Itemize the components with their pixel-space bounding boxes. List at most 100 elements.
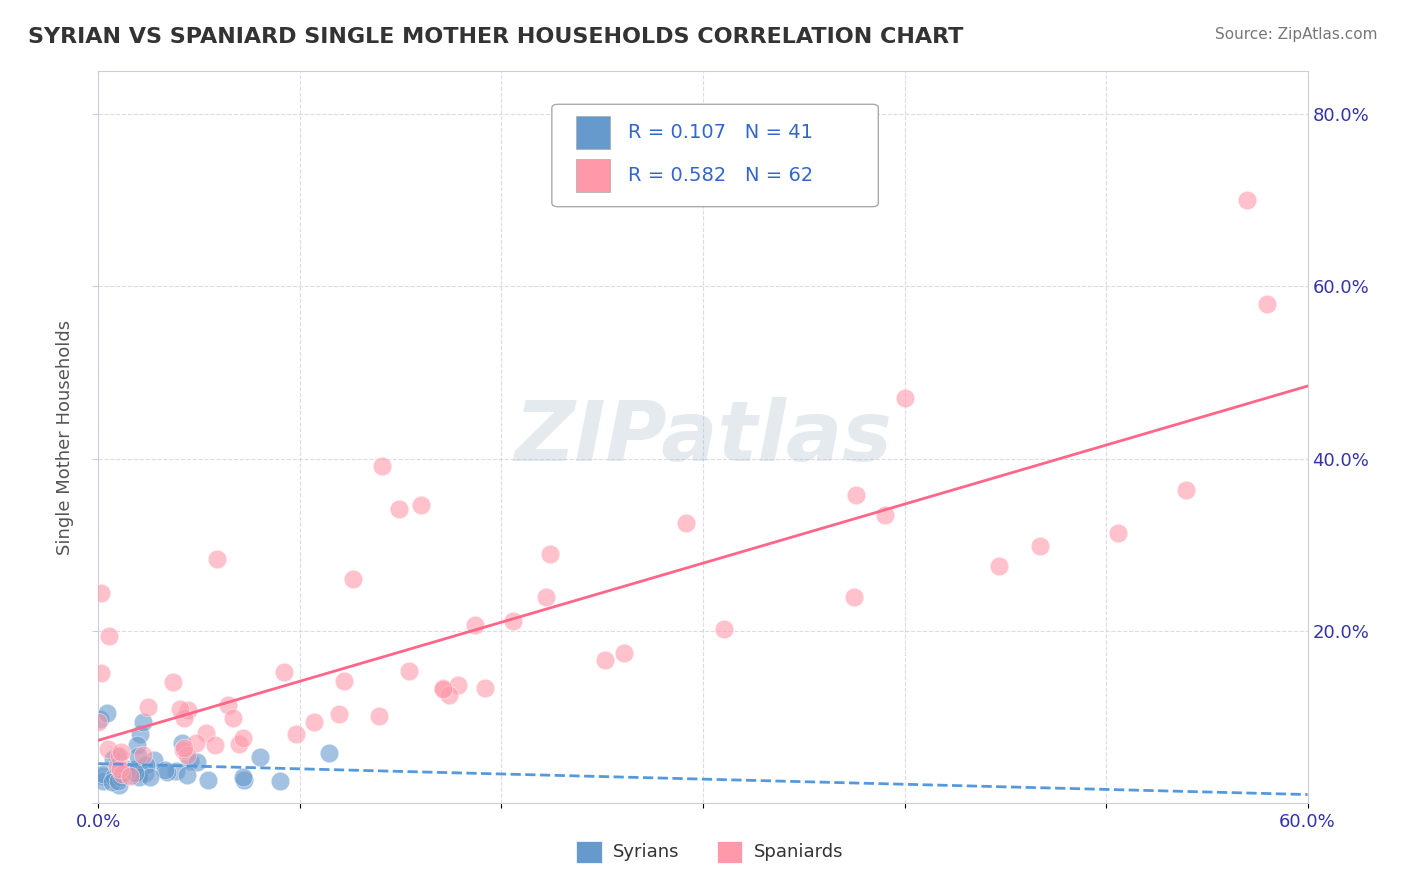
Point (142, 753, 165, 767)
Point (179, 754, 201, 768)
Point (107, 774, 129, 789)
FancyBboxPatch shape (576, 116, 610, 149)
Point (132, 715, 155, 730)
Point (1256, 296, 1278, 310)
Point (1107, 526, 1129, 541)
Point (101, 775, 124, 789)
Point (318, 747, 340, 761)
Text: Syrians: Syrians (613, 843, 679, 861)
Point (156, 765, 179, 780)
Point (169, 702, 191, 716)
Point (91, 774, 114, 789)
Point (128, 770, 150, 784)
Point (107, 748, 129, 763)
Point (91, 767, 114, 781)
Point (474, 681, 496, 695)
Point (228, 737, 250, 751)
Point (96, 706, 118, 721)
Point (593, 653, 616, 667)
Point (186, 736, 208, 750)
Point (129, 765, 152, 780)
Point (103, 770, 125, 784)
Point (165, 764, 187, 778)
Point (502, 615, 524, 629)
Point (204, 738, 226, 752)
Point (893, 392, 915, 406)
Point (101, 752, 124, 766)
Point (139, 770, 162, 784)
FancyBboxPatch shape (576, 160, 610, 193)
Point (613, 646, 636, 660)
Point (105, 749, 128, 764)
Point (432, 681, 454, 696)
Point (875, 508, 897, 522)
Point (115, 764, 138, 778)
Point (534, 590, 557, 604)
Point (333, 673, 356, 688)
Point (302, 714, 325, 729)
Point (125, 738, 148, 752)
Point (186, 755, 208, 769)
Point (108, 762, 131, 776)
Text: R = 0.582   N = 62: R = 0.582 N = 62 (628, 167, 813, 186)
Point (90, 585, 112, 599)
Point (129, 727, 152, 741)
Point (232, 731, 254, 745)
Point (388, 502, 411, 516)
Point (538, 547, 561, 561)
Point (713, 623, 735, 637)
Point (115, 764, 138, 779)
Point (124, 762, 146, 776)
Point (87, 715, 110, 730)
Point (172, 736, 194, 750)
Point (273, 665, 295, 679)
Text: Spaniards: Spaniards (754, 843, 844, 861)
Point (105, 759, 128, 773)
Point (398, 664, 420, 678)
Point (342, 572, 364, 586)
Point (367, 708, 389, 723)
Point (97, 741, 120, 756)
Point (432, 682, 454, 697)
Point (136, 700, 159, 714)
Point (132, 748, 155, 763)
Point (91, 769, 114, 783)
Text: R = 0.107   N = 41: R = 0.107 N = 41 (628, 122, 813, 142)
Point (269, 773, 291, 788)
Point (447, 678, 470, 692)
Point (987, 558, 1010, 573)
Point (134, 766, 156, 780)
Point (89, 712, 111, 726)
Point (162, 675, 184, 690)
Point (177, 703, 200, 717)
Y-axis label: Single Mother Households: Single Mother Households (56, 319, 75, 555)
Text: SYRIAN VS SPANIARD SINGLE MOTHER HOUSEHOLDS CORRELATION CHART: SYRIAN VS SPANIARD SINGLE MOTHER HOUSEHO… (28, 27, 963, 46)
Point (249, 749, 271, 764)
Point (217, 698, 239, 713)
Point (110, 745, 132, 759)
Point (197, 773, 219, 788)
Point (1236, 194, 1258, 208)
Point (176, 747, 198, 762)
Point (464, 618, 486, 632)
Point (1174, 483, 1197, 497)
Point (172, 743, 194, 757)
Point (98, 629, 121, 643)
Point (205, 552, 228, 566)
Point (118, 769, 141, 783)
Point (285, 727, 308, 741)
Point (371, 459, 394, 474)
Point (110, 770, 132, 784)
Point (124, 766, 146, 780)
Point (437, 689, 460, 703)
Point (194, 726, 217, 740)
Point (842, 590, 865, 604)
Point (411, 498, 433, 512)
Point (1028, 539, 1050, 553)
Point (173, 740, 195, 755)
Point (127, 748, 149, 763)
Point (232, 770, 254, 784)
Point (221, 711, 243, 725)
Text: Source: ZipAtlas.com: Source: ZipAtlas.com (1215, 27, 1378, 42)
Text: ZIPatlas: ZIPatlas (515, 397, 891, 477)
